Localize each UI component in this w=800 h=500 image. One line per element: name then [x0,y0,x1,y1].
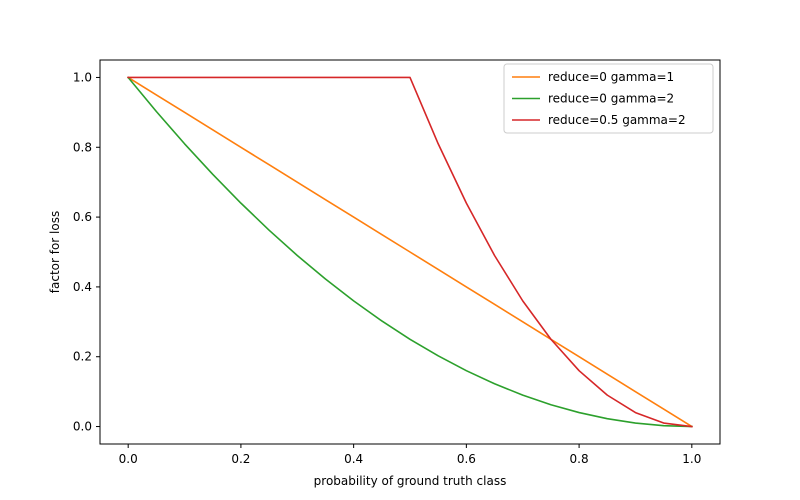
y-tick-label: 0.8 [73,140,92,154]
series-line-2 [127,76,693,428]
legend-box [503,63,714,134]
legend-label-3: reduce=0.5 gamma=2 [548,113,686,127]
series-line-1 [127,76,693,428]
plot-frame [99,59,721,445]
y-tick-label: 0.4 [73,280,92,294]
tick-group: 0.0 0.2 0.4 0.6 0.8 1.0 0.0 0.2 0.4 0.6 0.8 1.0 [73,70,701,466]
y-tick-label: 0.2 [73,350,92,364]
x-tick-label: 0.2 [231,452,250,466]
legend-label-1: reduce=0 gamma=1 [548,70,674,84]
x-tick-label: 1.0 [682,452,701,466]
x-tick-label: 0.0 [119,452,138,466]
series-group [127,76,693,428]
y-tick-label: 1.0 [73,70,92,84]
y-axis-label: factor for loss [48,211,62,293]
x-tick-label: 0.8 [570,452,589,466]
legend: reduce=0 gamma=1 reduce=0 gamma=2 reduce=0… [503,63,714,134]
x-tick-label: 0.4 [344,452,363,466]
y-tick-label: 0.0 [73,420,92,434]
y-tick-label: 0.6 [73,210,92,224]
x-tick-label: 0.6 [457,452,476,466]
x-axis-label: probability of ground truth class [314,474,507,488]
series-line-3 [127,76,693,428]
legend-label-2: reduce=0 gamma=2 [548,92,674,106]
